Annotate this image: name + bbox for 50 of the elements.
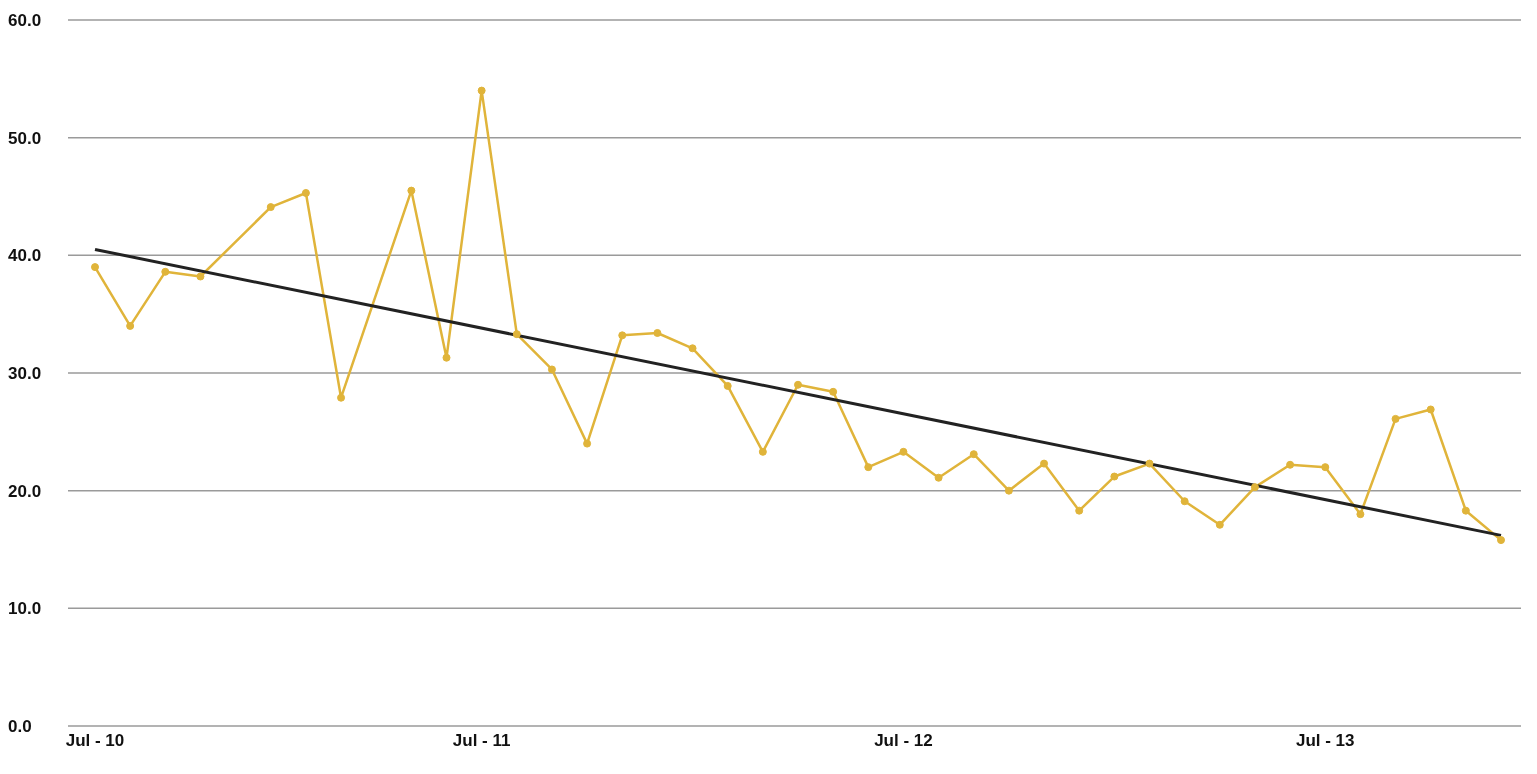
point [196, 272, 205, 281]
x-tick-label: Jul - 12 [874, 731, 933, 751]
point [583, 439, 592, 448]
point [1180, 497, 1189, 506]
point [407, 186, 416, 195]
point [1040, 459, 1049, 468]
point [301, 188, 310, 197]
point [1497, 536, 1505, 545]
y-tick-label: 60.0 [8, 11, 42, 31]
point [864, 463, 873, 472]
y-tick-label: 0.0 [8, 717, 32, 737]
point [758, 447, 767, 456]
point [1110, 472, 1119, 481]
point [442, 353, 451, 362]
point [1215, 520, 1224, 529]
point [1075, 506, 1084, 515]
point [934, 473, 943, 482]
x-tick-label: Jul - 13 [1295, 731, 1355, 751]
point [1356, 510, 1365, 519]
point [91, 263, 99, 272]
point [337, 393, 346, 402]
point [618, 331, 627, 340]
point [126, 321, 135, 330]
point [653, 328, 662, 337]
point [1461, 506, 1470, 515]
point [723, 381, 732, 390]
point [1426, 405, 1435, 414]
point [829, 387, 838, 396]
y-tick-label: 50.0 [8, 128, 42, 148]
point [547, 365, 556, 374]
y-tick-label: 30.0 [8, 364, 42, 384]
point [1321, 463, 1330, 472]
point [899, 447, 908, 456]
x-tick-label: Jul - 11 [452, 731, 511, 751]
point [477, 86, 486, 95]
y-tick-label: 10.0 [8, 599, 42, 619]
point [969, 450, 978, 459]
point [1250, 483, 1259, 492]
point [794, 380, 802, 389]
y-tick-label: 40.0 [8, 246, 42, 266]
x-tick-label: Jul - 10 [65, 731, 125, 751]
point [1286, 460, 1295, 469]
point [1004, 486, 1013, 495]
point [266, 203, 275, 212]
point [1391, 414, 1400, 423]
point [1145, 459, 1154, 468]
y-tick-label: 20.0 [8, 481, 42, 501]
point [688, 344, 697, 353]
point [161, 267, 170, 276]
point [512, 330, 521, 339]
